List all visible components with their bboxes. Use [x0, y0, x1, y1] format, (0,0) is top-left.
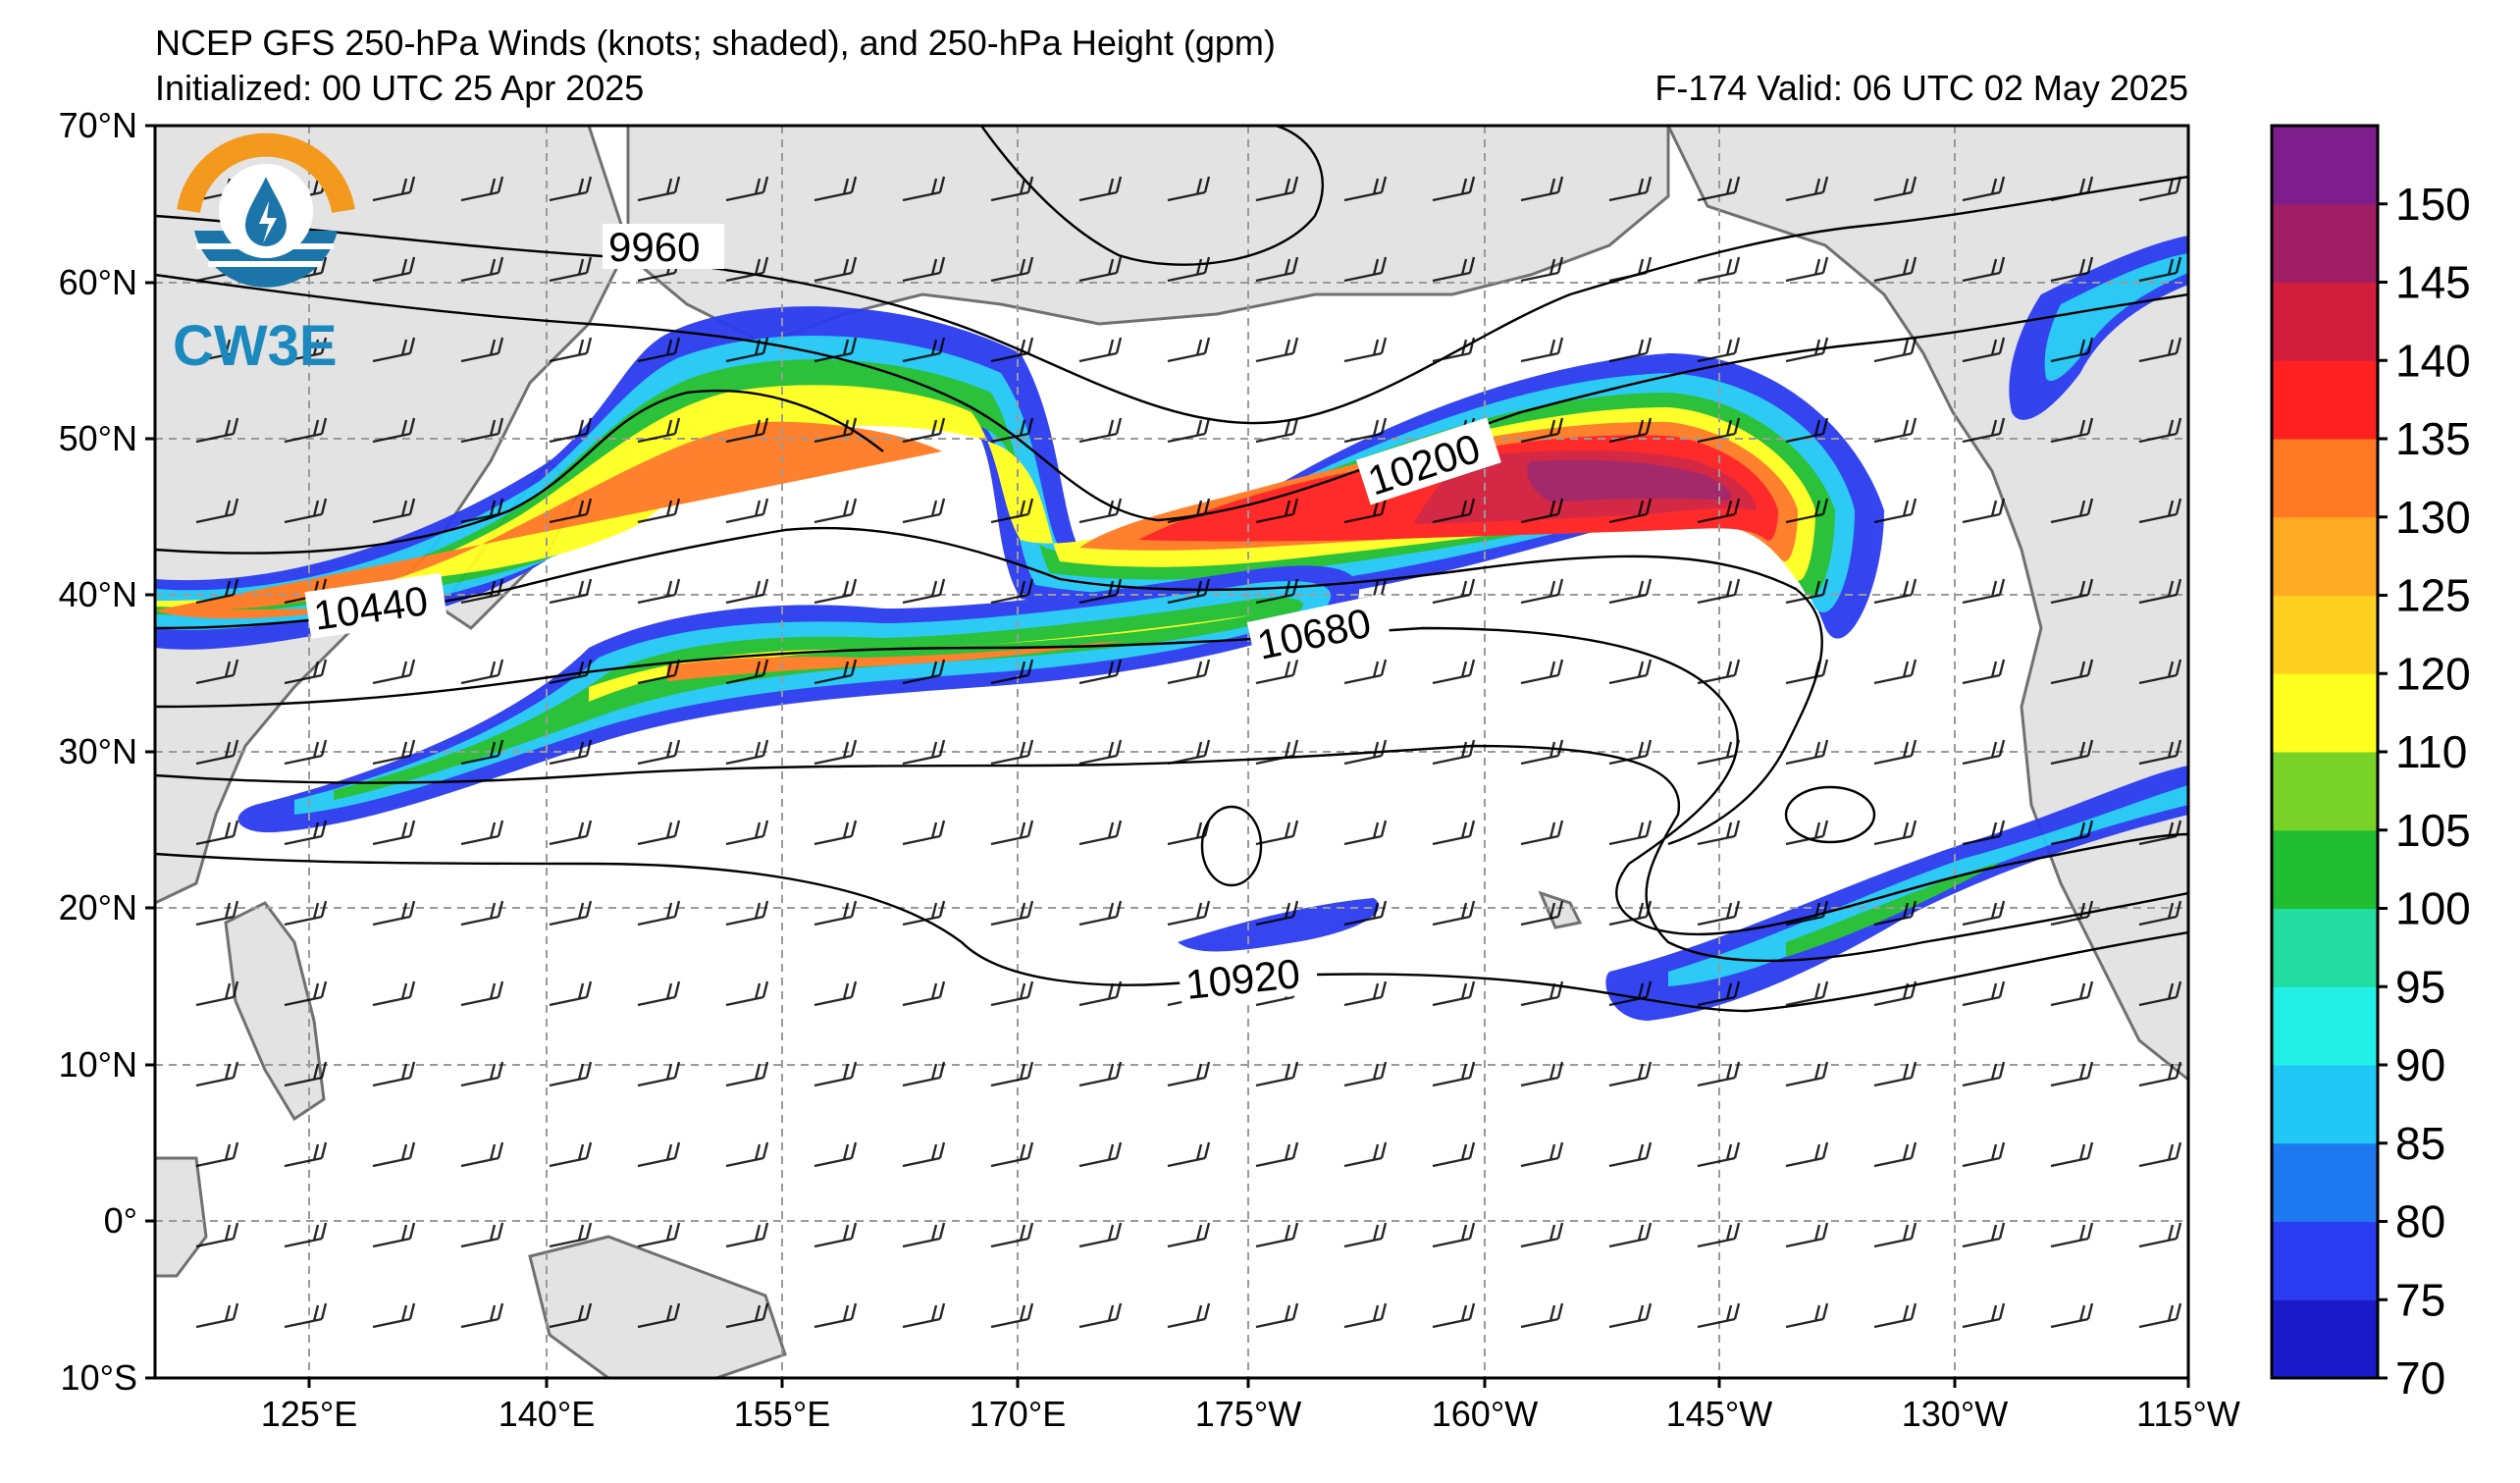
contour-label-9960: 9960	[608, 224, 700, 270]
lon-label: 125°E	[261, 1394, 357, 1434]
colorbar-swatch	[2272, 752, 2378, 831]
colorbar-swatch	[2272, 439, 2378, 518]
valid-time: F-174 Valid: 06 UTC 02 May 2025	[1654, 68, 2188, 108]
colorbar-label: 150	[2395, 179, 2471, 230]
colorbar-swatch	[2272, 908, 2378, 987]
colorbar-label: 90	[2395, 1039, 2445, 1090]
lat-label: 70°N	[59, 105, 137, 145]
colorbar-label: 145	[2395, 257, 2471, 308]
colorbar-label: 95	[2395, 961, 2445, 1012]
colorbar-swatch	[2272, 1142, 2378, 1222]
colorbar-swatch	[2272, 595, 2378, 674]
lon-label: 160°W	[1432, 1394, 1538, 1434]
colorbar-swatch	[2272, 126, 2378, 205]
colorbar-swatch	[2272, 986, 2378, 1066]
colorbar-swatch	[2272, 1221, 2378, 1300]
lat-label: 10°S	[61, 1357, 137, 1398]
colorbar-label: 135	[2395, 413, 2471, 464]
longitude-labels: 125°E 140°E 155°E 170°E 175°W 160°W 145°…	[261, 1394, 2240, 1434]
colorbar-swatch	[2272, 360, 2378, 440]
lon-label: 145°W	[1666, 1394, 1772, 1434]
lat-label: 30°N	[59, 731, 137, 771]
lon-label: 140°E	[499, 1394, 595, 1434]
chart-title: NCEP GFS 250-hPa Winds (knots; shaded), …	[155, 23, 1276, 63]
colorbar-label: 75	[2395, 1274, 2445, 1325]
colorbar-label: 110	[2395, 726, 2467, 777]
colorbar-swatch	[2272, 1065, 2378, 1144]
map-plot-area: 9960 10200 10440 10680 10920	[155, 126, 2188, 1378]
colorbar-label: 120	[2395, 648, 2471, 699]
colorbar-label: 80	[2395, 1196, 2445, 1247]
colorbar-label: 100	[2395, 883, 2471, 934]
lat-label: 20°N	[59, 887, 137, 927]
axis-ticks	[145, 124, 2190, 1388]
colorbar-swatch	[2272, 829, 2378, 909]
colorbar-swatch	[2272, 1299, 2378, 1379]
init-time: Initialized: 00 UTC 25 Apr 2025	[155, 68, 645, 108]
colorbar-swatch	[2272, 203, 2378, 283]
latitude-labels: 70°N 60°N 50°N 40°N 30°N 20°N 10°N 0° 10…	[59, 105, 137, 1398]
wind-barbs	[155, 126, 2188, 1378]
lon-label: 175°W	[1195, 1394, 1301, 1434]
lat-label: 0°	[104, 1200, 137, 1241]
lat-label: 60°N	[59, 262, 137, 302]
colorbar-label: 105	[2395, 805, 2471, 856]
lon-label: 130°W	[1902, 1394, 2008, 1434]
lat-label: 10°N	[59, 1044, 137, 1085]
colorbar-label: 130	[2395, 492, 2471, 543]
colorbar-label: 125	[2395, 570, 2471, 621]
colorbar-swatch	[2272, 673, 2378, 753]
lon-label: 155°E	[734, 1394, 830, 1434]
colorbar: 70 75 80 85 90 95 100 105 110 120 125 130 135 140 145 1…	[2270, 124, 2471, 1404]
lon-label: 170°E	[970, 1394, 1066, 1434]
water-drop-logo-icon	[177, 132, 355, 288]
lat-label: 40°N	[59, 574, 137, 614]
colorbar-swatch	[2272, 516, 2378, 596]
logo-text: CW3E	[173, 314, 338, 378]
colorbar-label: 70	[2395, 1352, 2445, 1404]
colorbar-swatch	[2272, 282, 2378, 361]
colorbar-label: 140	[2395, 335, 2471, 386]
colorbar-label: 85	[2395, 1118, 2445, 1169]
lon-label: 115°W	[2136, 1394, 2240, 1434]
lat-label: 50°N	[59, 418, 137, 458]
